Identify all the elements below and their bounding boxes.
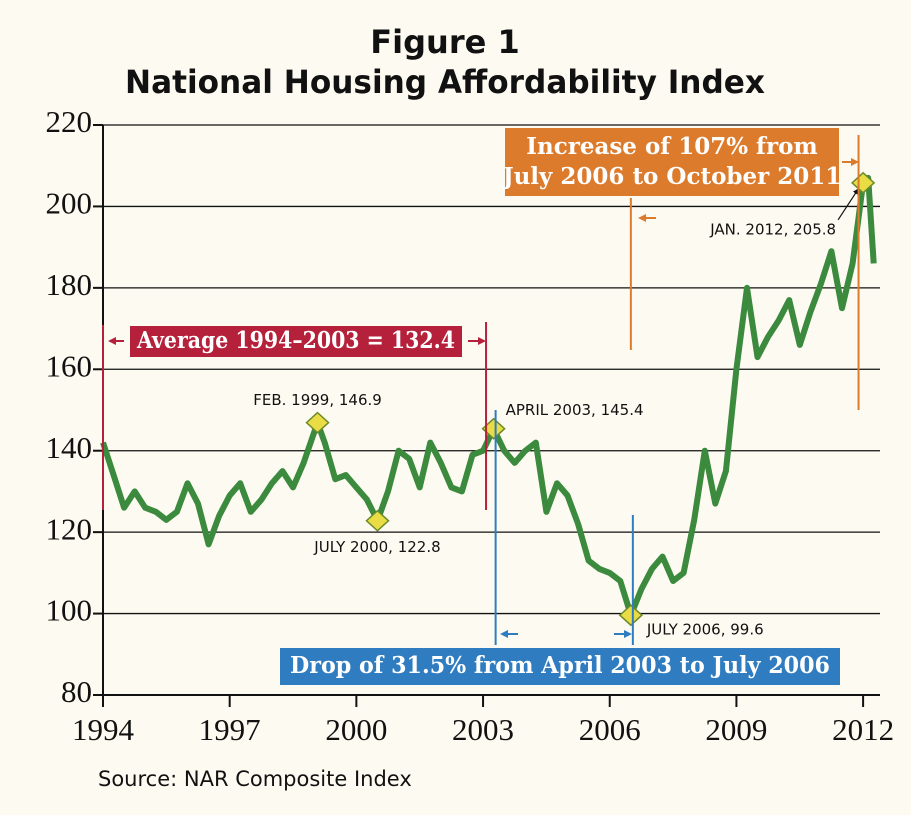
y-tick-label: 100 [46, 593, 93, 628]
increase-label: July 2006 to October 2011 [501, 163, 842, 190]
plot-area: 80 100 120 140 160 180 200 220 1994 1997 2000 2003 2… [46, 104, 895, 747]
y-tick-label: 160 [46, 348, 93, 383]
x-tick-label: 2009 [705, 712, 767, 747]
annotation-pointer [837, 188, 859, 221]
average-label: Average 1994–2003 = 132.4 [136, 327, 455, 354]
chart-subtitle: National Housing Affordability Index [125, 63, 765, 101]
y-tick-label: 80 [61, 674, 92, 709]
point-annotation: JULY 2006, 99.6 [646, 621, 764, 639]
x-tick-label: 2003 [452, 712, 514, 747]
y-tick-label: 200 [46, 186, 93, 221]
increase-box [505, 128, 839, 196]
y-tick-label: 120 [46, 511, 93, 546]
point-annotation: JAN. 2012, 205.8 [709, 220, 836, 238]
drop-label: Drop of 31.5% from April 2003 to July 20… [290, 652, 830, 679]
x-tick-label: 2012 [832, 712, 894, 747]
point-marker [365, 509, 390, 532]
point-marker [618, 604, 643, 627]
y-tick-label: 220 [46, 104, 93, 139]
x-tick-label: 2006 [579, 712, 641, 747]
source-note: Source: NAR Composite Index [98, 767, 412, 791]
point-annotation: FEB. 1999, 146.9 [253, 391, 382, 409]
y-tick-label: 180 [46, 267, 93, 302]
point-annotation: JULY 2000, 122.8 [313, 538, 440, 556]
average-box [130, 326, 462, 357]
x-tick-label: 1997 [199, 712, 261, 747]
point-annotation: APRIL 2003, 145.4 [506, 401, 644, 419]
increase-label: Increase of 107% from [526, 133, 818, 160]
series-line [100, 174, 877, 619]
point-marker [305, 411, 330, 434]
x-tick-label: 2000 [325, 712, 387, 747]
drop-box [280, 648, 840, 685]
y-tick-label: 140 [46, 430, 93, 465]
x-tick-label: 1994 [72, 712, 135, 747]
chart-title: Figure 1 [370, 23, 519, 61]
